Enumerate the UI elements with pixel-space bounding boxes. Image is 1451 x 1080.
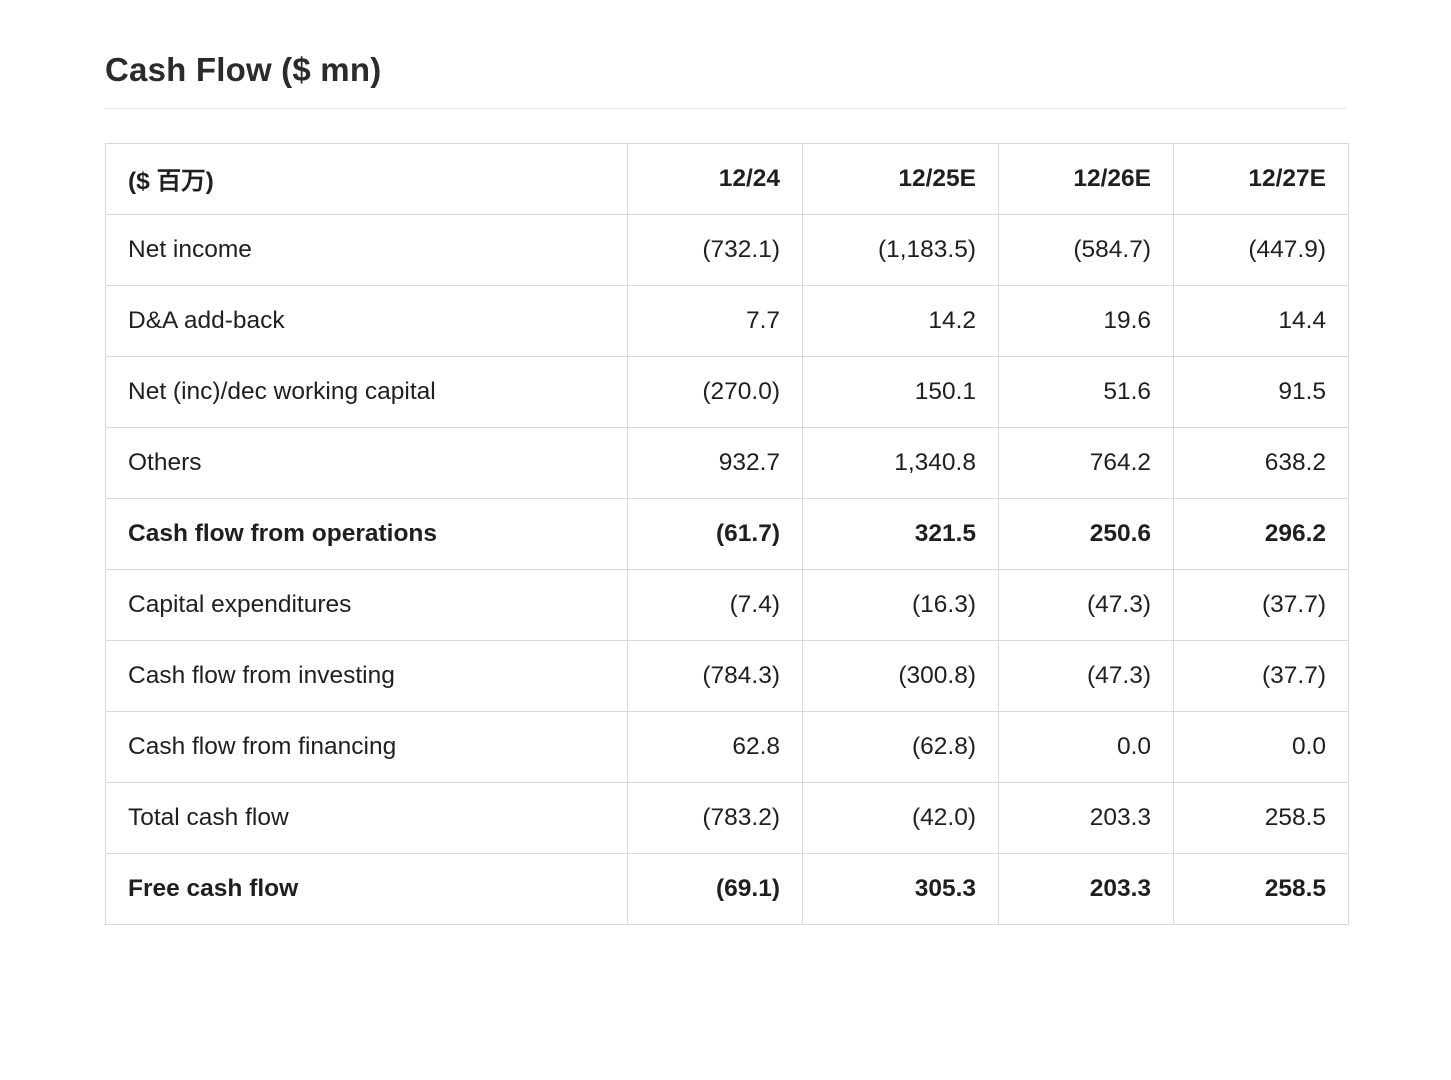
value-cell: 51.6: [999, 357, 1173, 428]
header-cell-period: 12/27E: [1174, 144, 1348, 215]
value-cell: 305.3: [803, 854, 998, 925]
value-cell: 638.2: [1174, 428, 1348, 499]
value-cell: (47.3): [999, 570, 1173, 641]
value-cell: (62.8): [803, 712, 998, 783]
page-content: Cash Flow ($ mn) ($ 百万) 12/24 12/25E 12/26E…: [105, 51, 1349, 926]
table-row: Cash flow from financing 62.8 (62.8) 0.0 0.0: [106, 712, 1348, 783]
header-cell-unit: ($ 百万): [106, 144, 627, 215]
header-cell-period: 12/24: [628, 144, 802, 215]
table-header-row: ($ 百万) 12/24 12/25E 12/26E 12/27E: [106, 144, 1348, 215]
value-cell: 0.0: [999, 712, 1173, 783]
value-cell: 150.1: [803, 357, 998, 428]
value-cell: 203.3: [999, 783, 1173, 854]
row-label: Cash flow from investing: [106, 641, 627, 712]
value-cell: 203.3: [999, 854, 1173, 925]
value-cell: (61.7): [628, 499, 802, 570]
value-cell: (270.0): [628, 357, 802, 428]
row-label: Total cash flow: [106, 783, 627, 854]
row-label: Net income: [106, 215, 627, 286]
value-cell: (37.7): [1174, 570, 1348, 641]
value-cell: (584.7): [999, 215, 1173, 286]
row-label: Others: [106, 428, 627, 499]
value-cell: (7.4): [628, 570, 802, 641]
table-row: Capital expenditures (7.4) (16.3) (47.3) (37…: [106, 570, 1348, 641]
value-cell: 321.5: [803, 499, 998, 570]
table-row: Net (inc)/dec working capital (270.0) 150.…: [106, 357, 1348, 428]
value-cell: (1,183.5): [803, 215, 998, 286]
table-row: Net income (732.1) (1,183.5) (584.7) (447.9): [106, 215, 1348, 286]
value-cell: 91.5: [1174, 357, 1348, 428]
header-cell-period: 12/26E: [999, 144, 1173, 215]
table-body: Net income (732.1) (1,183.5) (584.7) (447.9)…: [106, 215, 1348, 925]
row-label: Free cash flow: [106, 854, 627, 925]
table-row: Free cash flow (69.1) 305.3 203.3 258.5: [106, 854, 1348, 925]
row-label: Cash flow from operations: [106, 499, 627, 570]
value-cell: 62.8: [628, 712, 802, 783]
table-row: Others 932.7 1,340.8 764.2 638.2: [106, 428, 1348, 499]
header-cell-period: 12/25E: [803, 144, 998, 215]
value-cell: 14.2: [803, 286, 998, 357]
value-cell: 1,340.8: [803, 428, 998, 499]
row-label: Cash flow from financing: [106, 712, 627, 783]
page-title: Cash Flow ($ mn): [105, 51, 382, 88]
cash-flow-table: ($ 百万) 12/24 12/25E 12/26E 12/27E Net income…: [105, 143, 1349, 926]
row-label: Net (inc)/dec working capital: [106, 357, 627, 428]
value-cell: (732.1): [628, 215, 802, 286]
value-cell: 258.5: [1174, 783, 1348, 854]
value-cell: (784.3): [628, 641, 802, 712]
value-cell: (16.3): [803, 570, 998, 641]
value-cell: 258.5: [1174, 854, 1348, 925]
value-cell: (300.8): [803, 641, 998, 712]
table-row: D&A add-back 7.7 14.2 19.6 14.4: [106, 286, 1348, 357]
table-row: Cash flow from operations (61.7) 321.5 250.…: [106, 499, 1348, 570]
value-cell: (783.2): [628, 783, 802, 854]
table-row: Total cash flow (783.2) (42.0) 203.3 258.5: [106, 783, 1348, 854]
value-cell: 296.2: [1174, 499, 1348, 570]
table-row: Cash flow from investing (784.3) (300.8) (4…: [106, 641, 1348, 712]
value-cell: 250.6: [999, 499, 1173, 570]
title-divider: [105, 108, 1347, 110]
value-cell: 19.6: [999, 286, 1173, 357]
value-cell: 932.7: [628, 428, 802, 499]
value-cell: (42.0): [803, 783, 998, 854]
value-cell: 764.2: [999, 428, 1173, 499]
value-cell: 14.4: [1174, 286, 1348, 357]
row-label: D&A add-back: [106, 286, 627, 357]
value-cell: (47.3): [999, 641, 1173, 712]
value-cell: (447.9): [1174, 215, 1348, 286]
value-cell: (37.7): [1174, 641, 1348, 712]
value-cell: 0.0: [1174, 712, 1348, 783]
value-cell: (69.1): [628, 854, 802, 925]
value-cell: 7.7: [628, 286, 802, 357]
row-label: Capital expenditures: [106, 570, 627, 641]
